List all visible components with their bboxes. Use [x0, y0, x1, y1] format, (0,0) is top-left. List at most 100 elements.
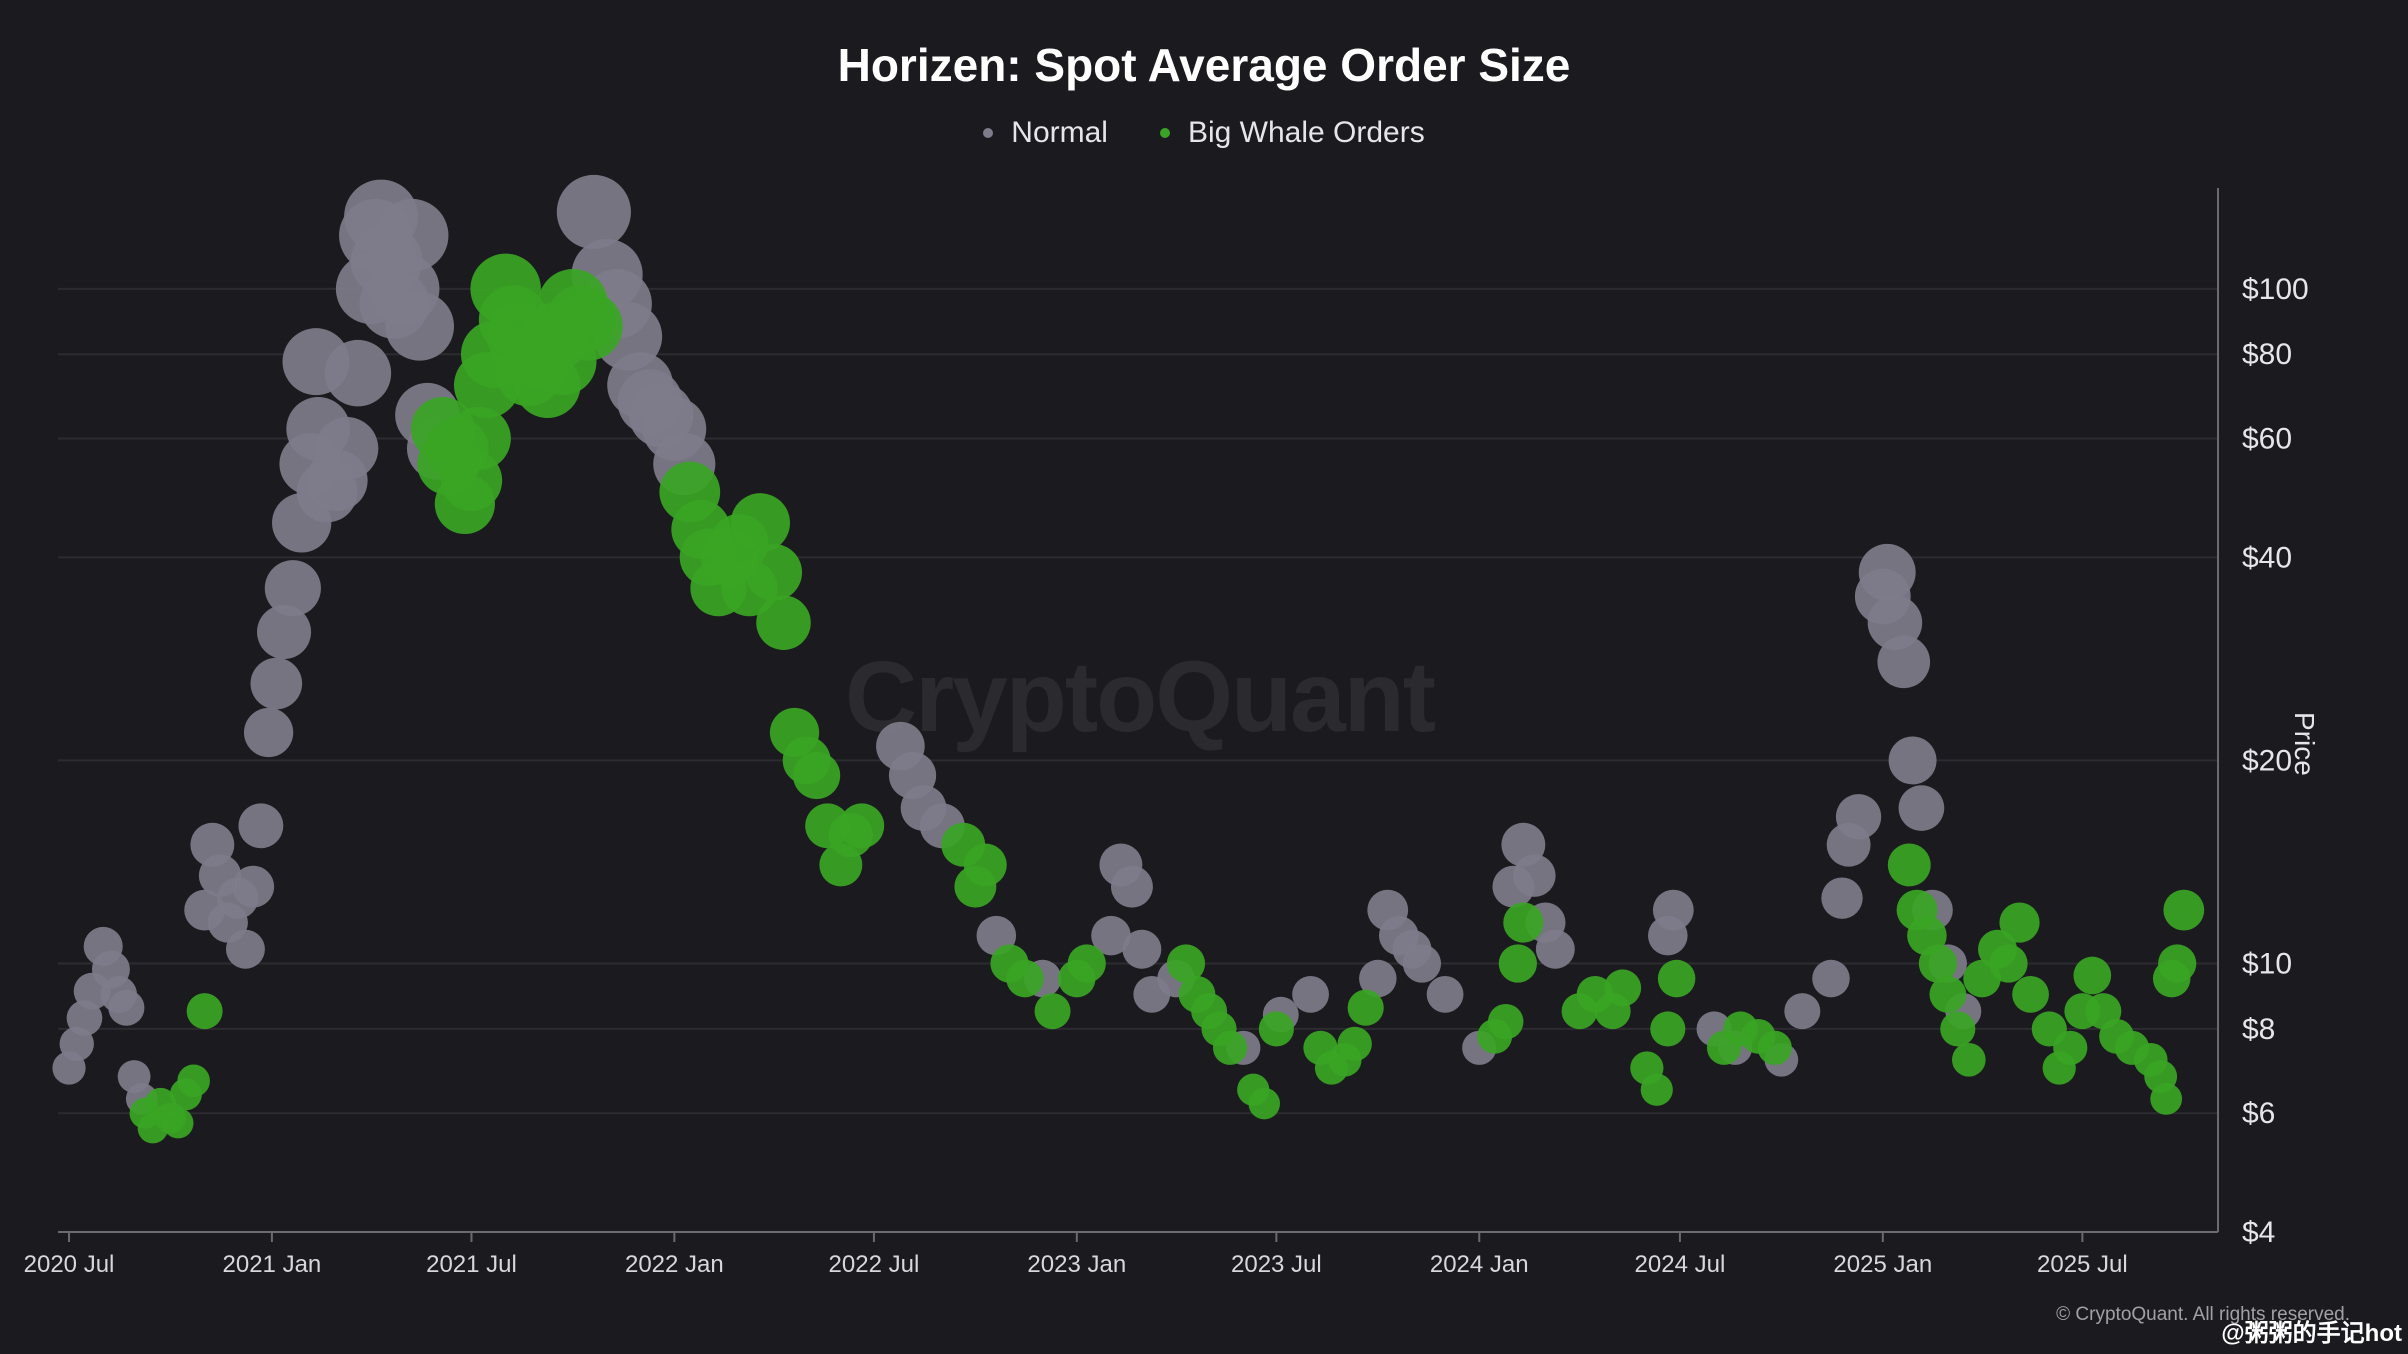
source-tag: @粥粥的手记hot — [2221, 1320, 2402, 1347]
whale-point — [1989, 944, 2028, 983]
whale-point — [1498, 944, 1537, 983]
copyright-notice: © CryptoQuant. All rights reserved. — [2056, 1304, 2350, 1325]
x-tick-label: 2023 Jul — [1231, 1251, 1322, 1278]
legend: Normal Big Whale Orders — [0, 116, 2408, 150]
legend-dot-normal — [983, 128, 994, 138]
y-tick-label: $6 — [2242, 1097, 2275, 1130]
legend-item-whale[interactable]: Big Whale Orders — [1159, 116, 1425, 150]
normal-point — [1888, 736, 1937, 785]
y-tick-label: $20 — [2242, 744, 2292, 777]
normal-point — [243, 707, 294, 758]
normal-point — [250, 657, 303, 710]
normal-point — [385, 291, 454, 361]
legend-label-whale: Big Whale Orders — [1187, 116, 1425, 149]
whale-point — [177, 1064, 210, 1098]
normal-point — [1652, 889, 1694, 931]
whale-point — [1999, 902, 2040, 943]
legend-item-normal[interactable]: Normal — [983, 116, 1108, 150]
whale-point — [2163, 889, 2205, 931]
normal-point — [238, 803, 284, 849]
whale-point — [1034, 993, 1071, 1030]
whale-point — [1166, 944, 1206, 983]
whale-point — [1503, 902, 1544, 943]
normal-point — [1426, 976, 1464, 1013]
normal-point — [1835, 794, 1882, 840]
normal-point — [1110, 865, 1153, 908]
whale-point — [1487, 1003, 1524, 1040]
whale-point — [1067, 944, 1106, 983]
whale-point — [162, 1107, 194, 1139]
normal-point — [1402, 944, 1442, 983]
x-tick-label: 2022 Jan — [625, 1251, 724, 1278]
whale-point — [963, 843, 1007, 887]
whale-point — [1006, 959, 1044, 998]
normal-point — [225, 929, 265, 969]
normal-point — [256, 604, 312, 660]
normal-point — [1858, 543, 1916, 601]
whale-point — [756, 595, 811, 650]
x-tick-label: 2023 Jan — [1027, 1251, 1126, 1278]
whale-point — [1951, 1042, 1986, 1077]
whale-point — [839, 803, 885, 849]
legend-label-normal: Normal — [1011, 116, 1108, 149]
whale-point — [447, 406, 511, 471]
normal-point — [1898, 785, 1945, 831]
whale-point — [1337, 1026, 1372, 1062]
whale-point — [1212, 1030, 1248, 1065]
legend-dot-whale — [1159, 128, 1170, 138]
whale-point — [745, 543, 803, 601]
normal-point — [1292, 976, 1329, 1013]
y-tick-label: $10 — [2242, 948, 2292, 981]
whale-point — [1604, 969, 1642, 1007]
normal-point — [1122, 929, 1162, 969]
normal-point — [232, 865, 275, 908]
y-tick-label: $80 — [2242, 338, 2292, 371]
normal-point — [1812, 959, 1850, 998]
whale-point — [1248, 1087, 1281, 1120]
whale-point — [792, 751, 841, 800]
whale-point — [1929, 976, 1967, 1013]
watermark: CryptoQuant — [845, 641, 1436, 753]
whale-point — [1657, 959, 1696, 998]
whale-point — [2158, 944, 2197, 983]
x-tick-label: 2024 Jul — [1635, 1251, 1726, 1278]
normal-point — [1359, 959, 1397, 998]
x-tick-label: 2025 Jan — [1833, 1251, 1932, 1278]
normal-point — [1091, 915, 1131, 956]
whale-point — [1347, 989, 1384, 1026]
normal-point — [1784, 993, 1821, 1030]
whale-point — [186, 993, 223, 1030]
x-tick-label: 2020 Jul — [24, 1251, 115, 1278]
whale-point — [2150, 1083, 2183, 1115]
normal-point — [1513, 854, 1556, 897]
whale-point — [2012, 976, 2049, 1013]
x-tick-label: 2024 Jan — [1430, 1251, 1529, 1278]
normal-point — [1877, 635, 1931, 689]
y-axis-label: Price — [2289, 712, 2320, 776]
normal-point — [1821, 877, 1863, 919]
whale-point — [1640, 1073, 1673, 1106]
normal-point — [264, 560, 321, 617]
x-tick-label: 2022 Jul — [829, 1251, 920, 1278]
whale-point — [1918, 944, 1958, 983]
whale-point — [1650, 1011, 1686, 1047]
normal-point — [375, 198, 449, 272]
whale-point — [1258, 1011, 1294, 1047]
whale-point — [2053, 1030, 2088, 1065]
y-tick-label: $60 — [2242, 423, 2292, 456]
whale-point — [2073, 956, 2112, 995]
whale-point — [730, 493, 791, 553]
whale-point — [1887, 843, 1931, 887]
whale-point — [1940, 1011, 1976, 1047]
y-tick-label: $8 — [2242, 1013, 2275, 1046]
y-tick-label: $40 — [2242, 541, 2292, 574]
x-tick-label: 2025 Jul — [2037, 1251, 2128, 1278]
y-tick-label: $100 — [2242, 273, 2309, 306]
whale-point — [554, 291, 623, 361]
chart-title: Horizen: Spot Average Order Size — [837, 39, 1571, 91]
normal-point — [315, 417, 379, 480]
whale-point — [1757, 1030, 1792, 1065]
x-tick-label: 2021 Jan — [223, 1251, 322, 1278]
normal-point — [1535, 929, 1575, 969]
